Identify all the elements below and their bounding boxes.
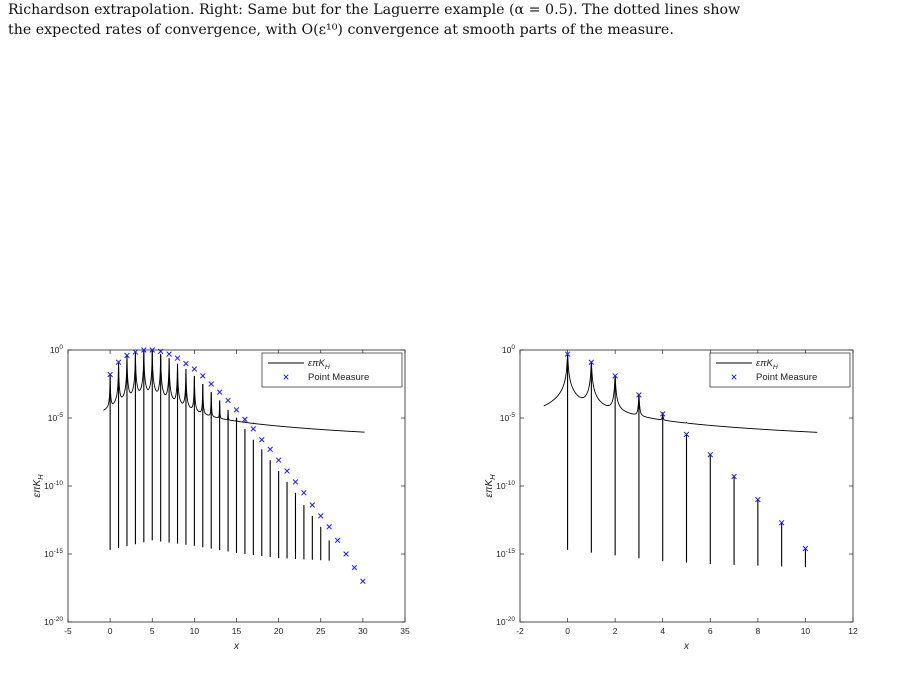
legend-marker-swatch [283, 374, 289, 380]
x-axis-label: x [683, 641, 690, 652]
point-measure-marker [174, 355, 181, 361]
point-measure-marker [683, 431, 690, 438]
point-measure-marker [564, 351, 571, 357]
x-tick-label: 0 [565, 626, 570, 636]
legend-label-point-measure: Point Measure [756, 372, 817, 383]
x-tick-label: 8 [755, 626, 760, 636]
point-measure-marker [802, 545, 809, 552]
x-tick-label: 30 [358, 626, 368, 636]
y-tick-label: 10-20 [496, 616, 515, 627]
point-measure-marker [343, 551, 349, 557]
point-measure-marker [351, 564, 358, 571]
point-measure-marker [588, 359, 595, 365]
caption-line-2: the expected rates of convergence, with … [8, 22, 674, 38]
point-measure-marker [317, 513, 324, 519]
point-measure-marker [267, 446, 273, 453]
point-measure-marker [115, 359, 122, 365]
point-measure-marker [166, 351, 172, 357]
point-measure-marker [216, 389, 223, 395]
y-tick-label: 10-5 [48, 412, 64, 423]
y-axis-label: επKH [32, 474, 45, 498]
x-axis-label: x [233, 641, 240, 652]
x-tick-label: 10 [801, 626, 811, 636]
point-measure-marker [360, 578, 366, 584]
y-tick-label: 10-10 [496, 480, 515, 491]
point-measure-marker [191, 366, 198, 372]
x-tick-label: -2 [516, 626, 524, 636]
x-tick-label: 5 [150, 626, 155, 636]
y-axis-label: επKH [484, 474, 497, 498]
point-measure-marker [301, 490, 307, 496]
point-measure-marker [250, 426, 257, 432]
legend-marker-swatch [731, 374, 737, 380]
chart-right: -2 0 2 4 6 8 10 1210010-510-1010-1510-20xεπKHεπ… [484, 344, 858, 652]
point-measure-marker [636, 392, 642, 398]
point-measure-marker [242, 416, 248, 423]
caption-line-1: Richardson extrapolation. Right: Same bu… [8, 2, 741, 18]
x-tick-label: 6 [708, 626, 713, 636]
x-tick-label: 35 [400, 626, 410, 636]
point-measure-marker [755, 496, 761, 503]
point-measure-marker [659, 411, 666, 417]
x-tick-label: 25 [316, 626, 326, 636]
point-measure-marker [292, 479, 299, 485]
legend-label-kh: επKH [308, 358, 330, 371]
point-measure-marker [200, 373, 206, 379]
point-measure-marker [334, 537, 341, 544]
legend-box [709, 352, 851, 388]
x-tick-label: 2 [613, 626, 618, 636]
figure-caption: Richardson extrapolation. Right: Same bu… [8, 0, 913, 40]
y-tick-label: 10-5 [500, 412, 516, 423]
y-tick-label: 10-15 [44, 548, 63, 559]
x-tick-label: 10 [190, 626, 200, 636]
point-measure-marker [183, 360, 189, 367]
point-measure-marker [225, 397, 231, 404]
y-tick-label: 10-20 [44, 616, 63, 627]
x-tick-label: -5 [64, 626, 72, 636]
x-tick-label: 4 [660, 626, 665, 636]
point-measure-marker [612, 373, 618, 379]
series-line-kh [543, 354, 818, 433]
point-measure-marker [731, 473, 737, 480]
x-tick-label: 20 [274, 626, 284, 636]
x-tick-label: 12 [848, 626, 858, 636]
legend-label-point-measure: Point Measure [308, 372, 369, 383]
point-measure-marker [284, 468, 290, 474]
y-tick-label: 10-15 [496, 548, 515, 559]
x-tick-label: 0 [108, 626, 113, 636]
chart-left: -5 0 5 10 15 20 25 30 35 100 10-5 10-10 10-15 10-20 x ε… [32, 344, 410, 652]
point-measure-marker [259, 437, 265, 443]
point-measure-marker [208, 381, 214, 387]
y-tick-label: 100 [502, 344, 515, 355]
point-measure-marker [778, 519, 785, 526]
point-measure-marker [707, 451, 714, 458]
point-measure-marker [157, 348, 164, 355]
point-measure-marker [149, 347, 156, 353]
series-line-kh [103, 350, 365, 433]
point-measure-marker [141, 347, 147, 353]
point-measure-marker [233, 407, 240, 413]
point-measure-marker [309, 502, 316, 508]
legend-box [261, 352, 403, 388]
point-measure-marker [326, 524, 332, 530]
legend-label-kh: επKH [756, 358, 778, 371]
point-measure-marker [275, 457, 282, 463]
point-measure-marker [132, 349, 139, 355]
point-measure-marker [107, 371, 113, 378]
y-tick-label: 10-10 [44, 480, 63, 491]
y-tick-label: 100 [50, 344, 63, 355]
x-tick-label: 15 [232, 626, 242, 636]
point-measure-marker [124, 352, 130, 359]
